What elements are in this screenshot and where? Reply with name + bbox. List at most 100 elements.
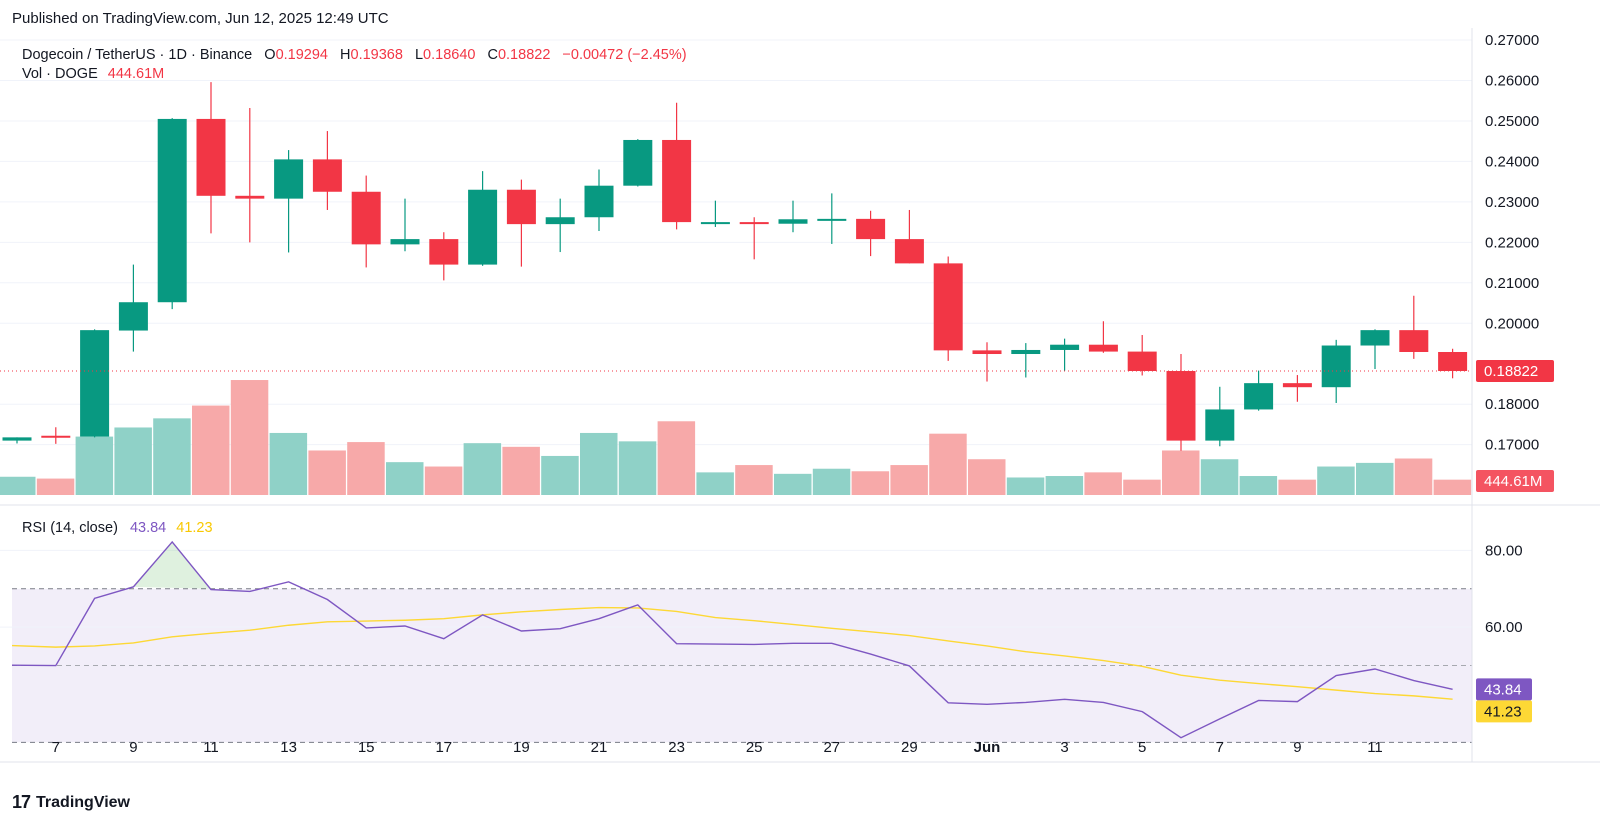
volume-bar xyxy=(424,466,463,495)
rsi-legend-value: 43.84 xyxy=(129,520,167,536)
candle-body xyxy=(390,239,420,245)
last-volume-badge: 444.61M xyxy=(1476,470,1554,492)
tradingview-logo[interactable]: 17 TradingView xyxy=(12,792,130,813)
price-tick-label: 0.23000 xyxy=(1485,194,1539,211)
rsi-axis: 80.00 60.00 43.84 41.23 xyxy=(1476,542,1532,723)
volume-bar xyxy=(851,471,890,495)
candle-body xyxy=(2,437,32,441)
candle-body xyxy=(274,159,304,199)
last-volume-text: 444.61M xyxy=(1484,473,1542,490)
time-tick-label: 19 xyxy=(513,739,530,756)
volume-bar xyxy=(580,432,618,495)
volume-bar xyxy=(1162,450,1200,495)
last-price-badge: 0.18822 xyxy=(1476,360,1554,383)
candle-body xyxy=(1282,383,1312,388)
candle-body xyxy=(1244,383,1274,410)
volume-bar xyxy=(347,442,385,495)
candle-body xyxy=(1127,351,1157,372)
volume-legend: Vol · DOGE 444.61M xyxy=(22,66,164,82)
volume-bar xyxy=(308,450,346,495)
volume-bar xyxy=(1433,479,1472,495)
volume-bar xyxy=(269,432,308,495)
candle-body xyxy=(196,118,226,196)
price-tick-label: 0.22000 xyxy=(1485,234,1539,251)
volume-bar xyxy=(75,436,114,495)
candle-body xyxy=(662,139,692,223)
symbol-legend: Dogecoin / TetherUS · 1D · Binance O0.19… xyxy=(22,45,687,65)
open-value: 0.19294 xyxy=(275,47,328,63)
price-tick-label: 0.27000 xyxy=(1485,32,1539,49)
close-value: 0.18822 xyxy=(497,47,551,63)
volume-label[interactable]: Vol · DOGE xyxy=(22,66,98,82)
candle-body xyxy=(235,195,265,199)
last-price-text: 0.18822 xyxy=(1484,363,1538,380)
rsi-overbought-fill xyxy=(133,541,211,589)
price-tick-label: 0.26000 xyxy=(1485,72,1539,89)
volume-bar xyxy=(618,441,657,495)
published-caption: Published on TradingView.com, Jun 12, 20… xyxy=(12,10,389,27)
rsi-ma-value-badge xyxy=(1476,700,1532,723)
time-tick-label: Jun xyxy=(974,739,1001,756)
candle-body xyxy=(1321,345,1351,388)
volume-bar xyxy=(890,465,928,495)
open-label: O xyxy=(264,47,276,63)
volume-bar xyxy=(1045,476,1084,495)
time-tick-label: 5 xyxy=(1138,739,1146,756)
change-value: −0.00472 (−2.45%) xyxy=(562,47,687,63)
candle-body xyxy=(1399,330,1429,352)
rsi-tick-label: 80.00 xyxy=(1485,542,1523,559)
candle-body xyxy=(1360,330,1390,346)
candle-body xyxy=(856,218,886,240)
rsi-ma-value-text: 41.23 xyxy=(1484,703,1522,720)
rsi-label[interactable]: RSI (14, close) xyxy=(22,520,118,536)
time-tick-label: 3 xyxy=(1060,739,1068,756)
candle-body xyxy=(817,218,847,221)
volume-bars xyxy=(0,380,1472,495)
time-tick-label: 9 xyxy=(1293,739,1301,756)
time-tick-label: 9 xyxy=(129,739,137,756)
candlesticks xyxy=(2,82,1468,451)
volume-bar xyxy=(657,421,696,495)
volume-value: 444.61M xyxy=(107,66,165,82)
low-value: 0.18640 xyxy=(423,47,476,63)
time-tick-label: 23 xyxy=(668,739,685,756)
candle-body xyxy=(80,330,110,437)
close-label: C xyxy=(487,47,498,63)
time-tick-label: 27 xyxy=(823,739,840,756)
rsi-ma-line xyxy=(11,606,1453,700)
low-label: L xyxy=(414,47,424,63)
volume-bar xyxy=(463,443,502,495)
candle-body xyxy=(1205,409,1235,441)
volume-bar xyxy=(812,468,851,495)
volume-bar xyxy=(114,427,152,495)
volume-bar xyxy=(1084,472,1122,495)
candle-body xyxy=(1088,344,1118,352)
candle-body xyxy=(584,185,614,218)
candle-body xyxy=(739,222,769,225)
price-axis: 0.27000 0.26000 0.25000 0.24000 0.23000 0.220… xyxy=(1485,32,1539,454)
symbol-title[interactable]: Dogecoin / TetherUS · 1D · Binance xyxy=(22,47,253,63)
candle-body xyxy=(623,139,653,186)
candle-body xyxy=(933,263,963,351)
time-tick-label: 17 xyxy=(435,739,452,756)
volume-bar xyxy=(502,446,540,495)
rsi-value-text: 43.84 xyxy=(1484,681,1522,698)
volume-bar xyxy=(1123,479,1161,495)
price-tick-label: 0.20000 xyxy=(1485,315,1539,332)
tradingview-logo-icon: 17 xyxy=(12,792,31,812)
time-tick-label: 29 xyxy=(901,739,918,756)
candle-body xyxy=(429,239,459,265)
volume-bar xyxy=(0,476,36,495)
volume-bar xyxy=(1006,477,1045,495)
price-tick-label: 0.21000 xyxy=(1485,275,1539,292)
time-tick-label: 25 xyxy=(746,739,763,756)
time-tick-label: 21 xyxy=(591,739,608,756)
volume-bar xyxy=(1278,479,1316,495)
volume-bar xyxy=(386,462,424,495)
time-axis: 7 9 11 13 15 17 19 21 23 25 27 29 Jun 3 5 7 9 11 xyxy=(52,739,1383,756)
candle-body xyxy=(118,302,148,331)
candle-body xyxy=(157,118,187,303)
volume-bar xyxy=(36,478,75,495)
time-tick-label: 7 xyxy=(1216,739,1224,756)
